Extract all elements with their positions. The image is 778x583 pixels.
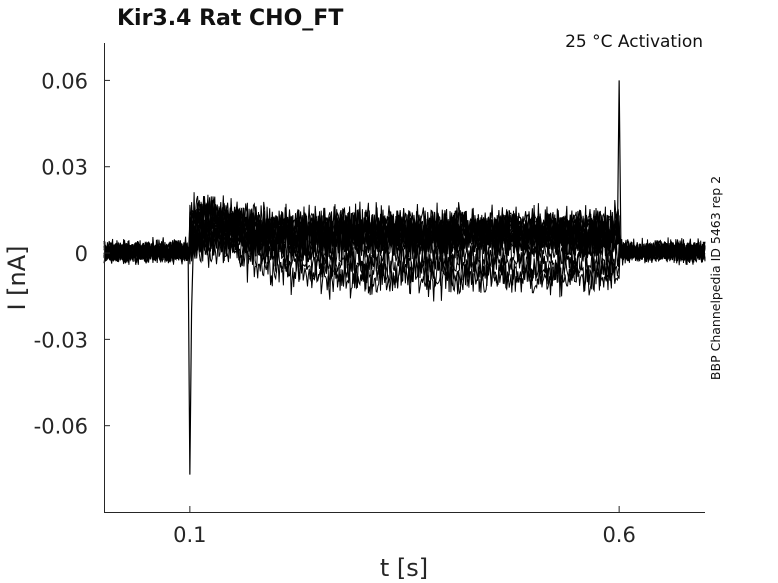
x-axis-label: t [s] [380, 554, 428, 582]
y-tick-label: -0.03 [34, 328, 88, 352]
y-ticks: 0.06 0.03 0 -0.03 -0.06 [34, 69, 110, 439]
current-trace [103, 205, 706, 289]
y-tick-label: 0.03 [41, 156, 88, 180]
chart-subtitle: 25 °C Activation [565, 32, 703, 52]
y-axis-label: I [nA] [3, 245, 31, 310]
y-tick-label: 0 [75, 242, 88, 266]
traces-group [103, 80, 706, 475]
side-label: BBP Channelpedia ID 5463 rep 2 [708, 176, 723, 380]
offset-transient [616, 80, 622, 242]
current-trace [103, 192, 706, 280]
x-tick-label: 0.1 [173, 523, 206, 547]
x-tick-label: 0.6 [602, 523, 635, 547]
current-trace [103, 195, 706, 266]
y-tick-label: -0.06 [34, 415, 88, 439]
onset-transient [187, 247, 194, 475]
plot-area [103, 80, 706, 475]
x-ticks: 0.1 0.6 [173, 506, 636, 547]
y-tick-label: 0.06 [41, 69, 88, 93]
chart-title: Kir3.4 Rat CHO_FT [117, 6, 343, 31]
